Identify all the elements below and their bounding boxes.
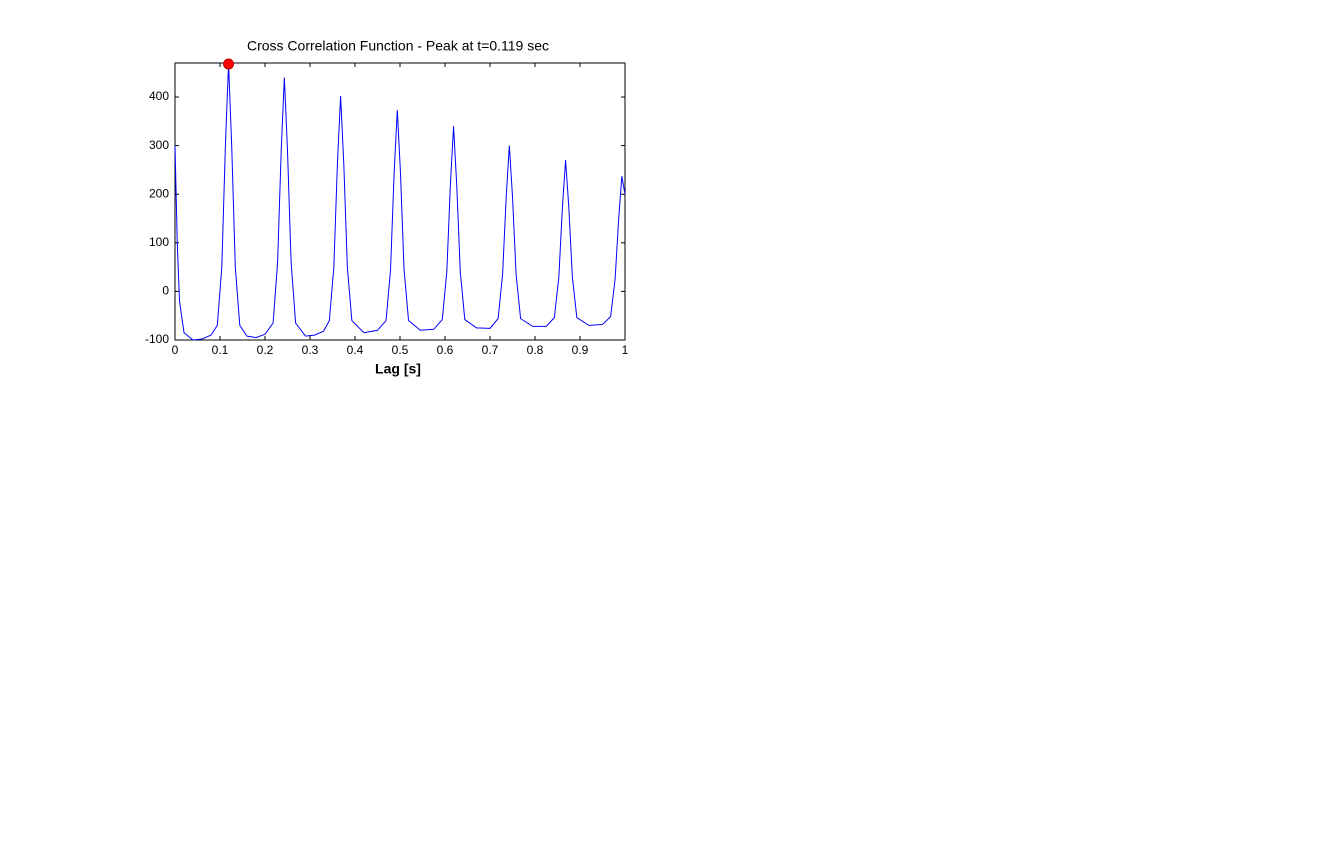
x-tick-label: 0.4 [347,343,364,357]
x-tick-label: 0.5 [392,343,409,357]
y-tick-label: 200 [149,186,169,200]
x-tick-label: 0 [172,343,179,357]
x-tick-label: 0.9 [572,343,589,357]
x-axis-label: Lag [s] [375,361,421,377]
x-tick-label: 1 [622,343,629,357]
y-tick-label: 100 [149,235,169,249]
peak-marker [223,58,235,70]
x-tick-label: 0.6 [437,343,454,357]
y-tick-label: -100 [145,332,169,346]
x-tick-label: 0.8 [527,343,544,357]
data-line [174,63,626,341]
x-tick-label: 0.1 [212,343,229,357]
plot-area [174,62,626,341]
y-tick-label: 0 [162,284,169,298]
y-tick-label: 400 [149,89,169,103]
chart-title: Cross Correlation Function - Peak at t=0… [247,38,549,54]
y-tick-label: 300 [149,138,169,152]
x-tick-label: 0.2 [257,343,274,357]
x-tick-label: 0.7 [482,343,499,357]
x-tick-label: 0.3 [302,343,319,357]
